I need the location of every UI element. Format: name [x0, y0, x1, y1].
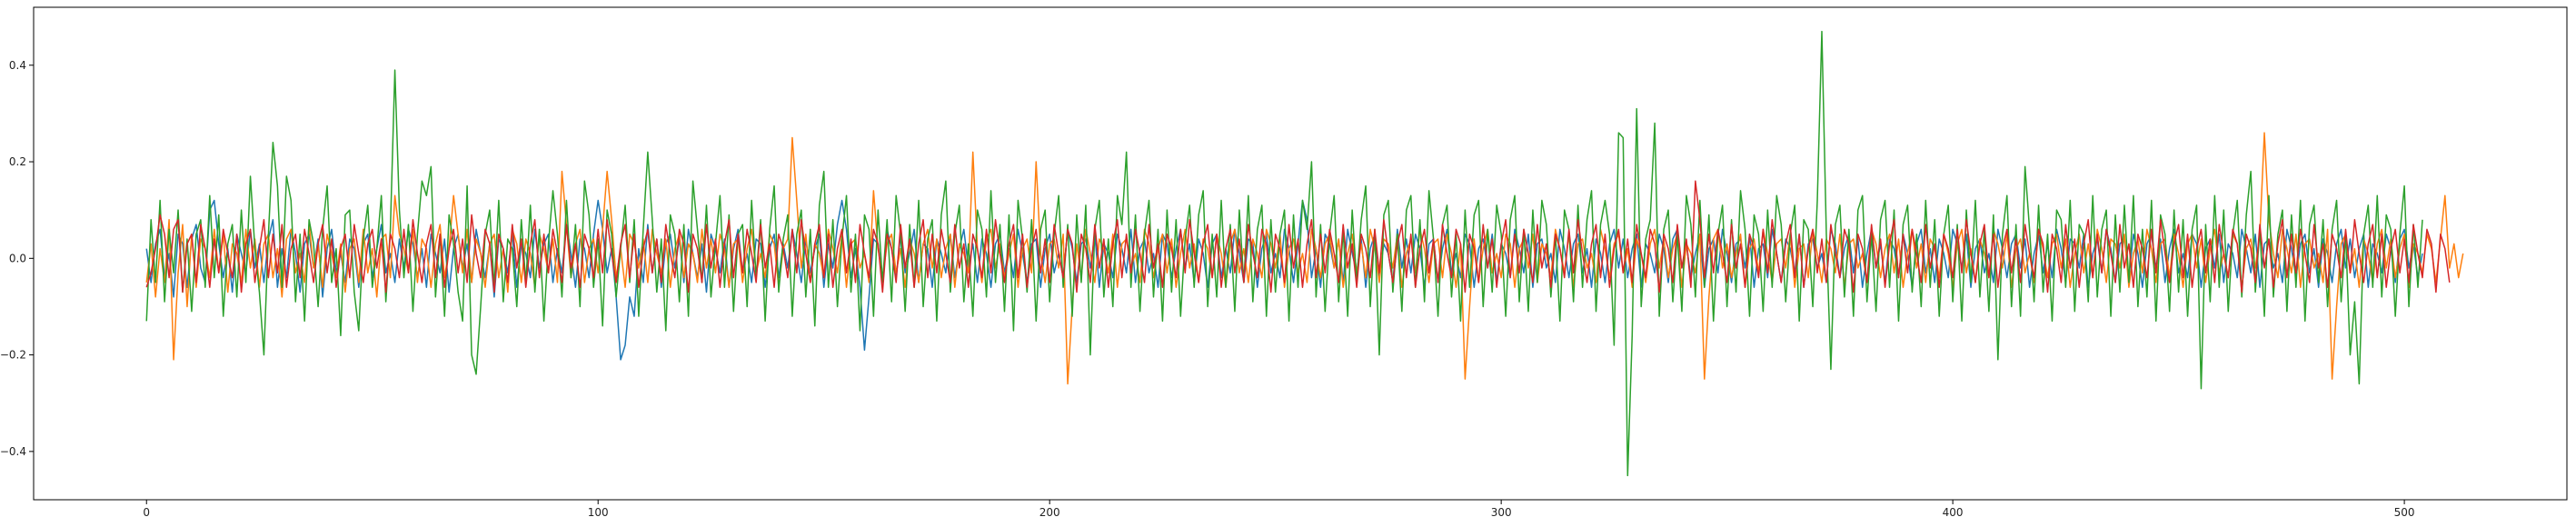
x-tick-label: 100: [588, 506, 609, 519]
x-tick-label: 500: [2394, 506, 2415, 519]
x-tick-label: 0: [143, 506, 150, 519]
y-tick-label: 0.4: [9, 59, 26, 72]
y-tick-label: 0.2: [9, 155, 26, 168]
x-tick-label: 300: [1491, 506, 1512, 519]
y-tick-label: −0.2: [0, 349, 26, 362]
series-line-1: [145, 199, 2423, 361]
y-tick-label: −0.4: [0, 445, 26, 458]
y-axis: −0.4 −0.2 0.0 0.2 0.4: [0, 59, 34, 458]
x-tick-label: 200: [1039, 506, 1060, 519]
plot-frame: [33, 6, 2568, 501]
series-layer: [145, 30, 2464, 477]
x-tick-label: 400: [1943, 506, 1964, 519]
y-tick-label: 0.0: [9, 252, 26, 264]
series-line-4: [145, 180, 2451, 293]
x-axis: 0 100 200 300 400 500: [143, 500, 2415, 519]
